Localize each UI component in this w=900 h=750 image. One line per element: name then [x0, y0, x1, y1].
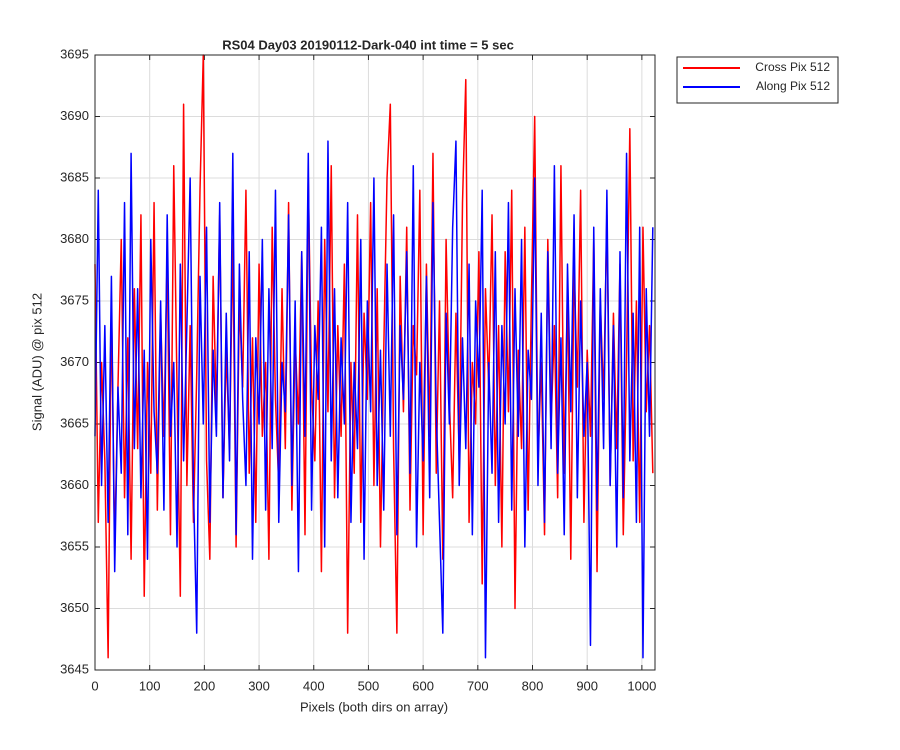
- y-tick-label: 3685: [60, 169, 89, 184]
- x-tick-label: 0: [91, 678, 98, 693]
- y-tick-label: 3655: [60, 538, 89, 553]
- y-tick-label: 3645: [60, 661, 89, 676]
- y-tick-label: 3665: [60, 415, 89, 430]
- legend-label: Along Pix 512: [756, 79, 830, 93]
- x-tick-label: 400: [303, 678, 325, 693]
- y-tick-label: 3675: [60, 292, 89, 307]
- y-tick-label: 3670: [60, 354, 89, 369]
- y-tick-label: 3660: [60, 477, 89, 492]
- plot-frame: [94, 54, 656, 671]
- y-tick-label: 3695: [60, 46, 89, 61]
- data-line: [94, 140, 654, 659]
- x-tick-label: 800: [522, 678, 544, 693]
- y-tick-label: 3680: [60, 231, 89, 246]
- x-tick-label: 900: [576, 678, 598, 693]
- legend-label: Cross Pix 512: [755, 60, 830, 74]
- legend-box: [676, 56, 839, 104]
- y-axis-label: Signal (ADU) @ pix 512: [29, 293, 44, 431]
- data-line: [94, 54, 654, 659]
- chart-title: RS04 Day03 20190112-Dark-040 int time = …: [222, 37, 514, 52]
- x-axis-label: Pixels (both dirs on array): [300, 699, 448, 714]
- x-tick-label: 600: [412, 678, 434, 693]
- x-tick-label: 100: [139, 678, 161, 693]
- x-tick-label: 300: [248, 678, 270, 693]
- y-tick-label: 3690: [60, 108, 89, 123]
- x-tick-label: 700: [467, 678, 489, 693]
- y-tick-label: 3650: [60, 600, 89, 615]
- x-tick-label: 500: [358, 678, 380, 693]
- x-tick-label: 1000: [627, 678, 656, 693]
- x-tick-label: 200: [194, 678, 216, 693]
